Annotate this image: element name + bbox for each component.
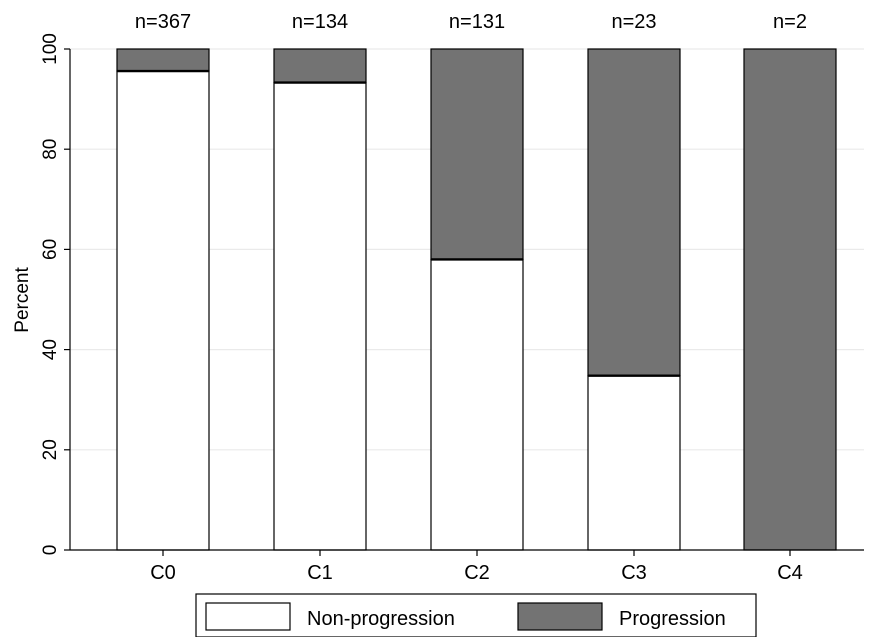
count-labels: n=367 n=134 n=131 n=23 n=2 bbox=[135, 11, 807, 33]
y-tick-label: 0 bbox=[40, 545, 61, 556]
count-label: n=367 bbox=[135, 11, 191, 33]
bar-non-progression bbox=[116, 70, 210, 551]
y-axis-title: Percent bbox=[12, 267, 33, 333]
count-label: n=131 bbox=[449, 11, 505, 33]
y-tick-label: 100 bbox=[40, 33, 61, 65]
axes: 0 20 40 60 80 100 C0 C1 C2 C3 C4 bbox=[40, 33, 864, 584]
count-label: n=2 bbox=[773, 11, 807, 33]
x-tick-label: C1 bbox=[307, 562, 333, 584]
y-tick-label: 60 bbox=[40, 239, 61, 260]
x-tick-label: C2 bbox=[464, 562, 490, 584]
bar-progression bbox=[116, 48, 210, 72]
legend: Non-progression Progression bbox=[195, 593, 757, 637]
bars bbox=[116, 48, 837, 551]
bar-progression bbox=[587, 48, 681, 377]
legend-swatch-progression bbox=[517, 602, 603, 631]
bar-non-progression bbox=[587, 375, 681, 551]
bar-non-progression bbox=[273, 81, 367, 551]
bar-progression bbox=[273, 48, 367, 84]
y-tick-label: 20 bbox=[40, 439, 61, 460]
legend-label-progression: Progression bbox=[619, 608, 726, 630]
x-tick-label: C0 bbox=[150, 562, 176, 584]
bar-non-progression bbox=[430, 258, 524, 551]
legend-swatch-non-progression bbox=[205, 602, 291, 631]
x-tick-label: C4 bbox=[777, 562, 803, 584]
count-label: n=134 bbox=[292, 11, 348, 33]
y-tick-label: 40 bbox=[40, 339, 61, 360]
x-tick-label: C3 bbox=[621, 562, 647, 584]
bar-progression bbox=[743, 48, 837, 551]
bar-progression bbox=[430, 48, 524, 261]
y-tick-label: 80 bbox=[40, 139, 61, 160]
count-label: n=23 bbox=[611, 11, 656, 33]
legend-label-non-progression: Non-progression bbox=[307, 608, 455, 630]
